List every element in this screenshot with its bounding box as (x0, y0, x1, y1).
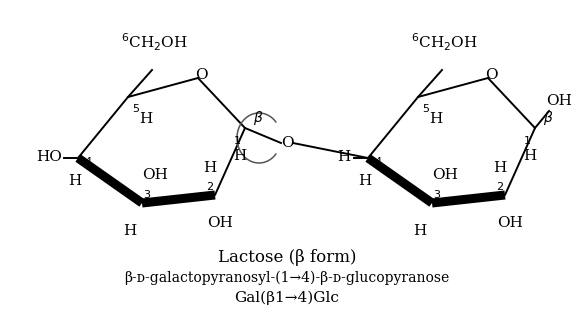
Text: Lactose (β form): Lactose (β form) (218, 249, 356, 267)
Text: HO: HO (36, 150, 62, 164)
Text: 5: 5 (132, 104, 140, 114)
Text: OH: OH (432, 168, 458, 182)
Text: 5: 5 (423, 104, 430, 114)
Text: OH: OH (546, 94, 572, 108)
Text: OH: OH (497, 216, 523, 230)
Text: O: O (485, 68, 497, 82)
Text: OH: OH (207, 216, 233, 230)
Text: H: H (233, 149, 247, 163)
Text: 3: 3 (434, 190, 440, 200)
Text: O: O (281, 136, 293, 150)
Text: H: H (139, 112, 152, 126)
Text: $\beta$: $\beta$ (543, 109, 553, 127)
Text: O: O (195, 68, 208, 82)
Text: H: H (493, 161, 507, 175)
Text: 2: 2 (206, 182, 213, 192)
Text: H: H (413, 224, 427, 238)
Text: $^{6}$CH$_{2}$OH: $^{6}$CH$_{2}$OH (411, 31, 477, 53)
Text: H: H (204, 161, 217, 175)
Text: H: H (124, 224, 137, 238)
Text: $^{6}$CH$_{2}$OH: $^{6}$CH$_{2}$OH (121, 31, 187, 53)
Text: H: H (523, 149, 536, 163)
Text: $\beta$: $\beta$ (253, 109, 263, 127)
Text: 4: 4 (374, 157, 382, 167)
Text: OH: OH (142, 168, 168, 182)
Text: H: H (68, 174, 82, 188)
Text: 4: 4 (85, 157, 91, 167)
Text: 1: 1 (523, 136, 531, 146)
Text: 1: 1 (233, 136, 240, 146)
Text: 2: 2 (496, 182, 504, 192)
Text: Gal(β1→4)Glc: Gal(β1→4)Glc (235, 291, 339, 305)
Text: β-ᴅ-galactopyranosyl-(1→4)-β-ᴅ-glucopyranose: β-ᴅ-galactopyranosyl-(1→4)-β-ᴅ-glucopyra… (124, 271, 450, 285)
Text: H: H (358, 174, 371, 188)
Text: 3: 3 (144, 190, 151, 200)
Text: H: H (338, 150, 351, 164)
Text: H: H (430, 112, 443, 126)
